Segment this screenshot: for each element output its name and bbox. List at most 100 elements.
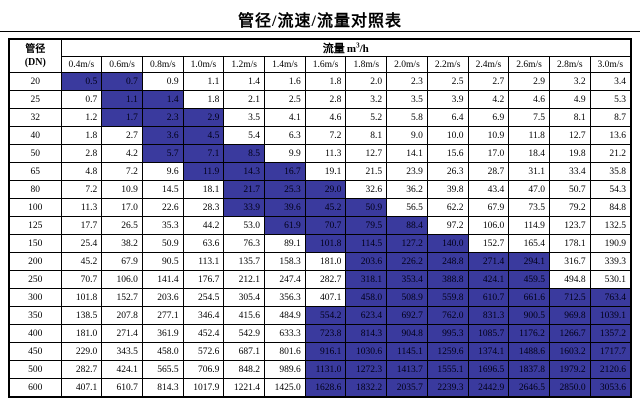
flow-value-cell: 559.8 [426, 288, 469, 307]
flow-value-cell: 8.1 [345, 126, 388, 145]
flow-value-cell: 181.0 [60, 324, 103, 343]
flow-value-cell: 1.6 [264, 72, 306, 91]
flow-value-cell: 43.4 [467, 180, 510, 199]
flow-value-cell: 1017.9 [182, 378, 225, 398]
flow-value-cell: 9.6 [141, 162, 184, 181]
flow-value-cell: 339.3 [589, 252, 632, 271]
flow-value-cell: 5.2 [345, 108, 388, 127]
flow-value-cell: 2.1 [223, 90, 266, 109]
flow-rate-table: 管径 (DN) 流量 m3/h 0.4m/s 0.6m/s 0.8m/s 1.0m/s… [8, 38, 632, 398]
flow-value-cell: 1259.6 [426, 342, 469, 361]
flow-value-cell: 152.7 [467, 234, 510, 253]
flow-value-cell: 687.1 [223, 342, 266, 361]
dn-cell: 450 [8, 342, 62, 361]
flow-value-cell: 5.8 [386, 108, 428, 127]
flow-value-cell: 1.4 [223, 72, 266, 91]
dn-cell: 250 [8, 270, 62, 289]
flow-value-cell: 106.0 [101, 270, 143, 289]
flow-value-cell: 190.9 [589, 234, 632, 253]
flow-value-cell: 39.8 [426, 180, 469, 199]
flow-value-cell: 76.3 [223, 234, 266, 253]
flow-value-cell: 248.8 [426, 252, 469, 271]
flow-value-cell: 7.2 [101, 162, 143, 181]
flow-value-cell: 623.4 [345, 306, 388, 325]
flow-value-cell: 39.6 [264, 198, 306, 217]
flow-value-cell: 282.7 [304, 270, 347, 289]
flow-value-cell: 458.0 [345, 288, 388, 307]
flow-value-cell: 4.9 [548, 90, 591, 109]
flow-value-cell: 3.9 [426, 90, 469, 109]
flow-value-cell: 176.7 [182, 270, 225, 289]
velocity-header-cell: 1.4m/s [264, 56, 306, 73]
flow-value-cell: 1145.1 [386, 342, 428, 361]
flow-value-cell: 1488.6 [508, 342, 550, 361]
table-row: 600 407.1 610.7 814.3 1017.9 1221.4 1425.0 1628… [8, 378, 632, 398]
flow-value-cell: 2850.0 [548, 378, 591, 398]
velocity-header-cell: 1.0m/s [182, 56, 225, 73]
velocity-header-cell: 0.6m/s [101, 56, 143, 73]
dn-cell: 300 [8, 288, 62, 307]
flow-value-cell: 2.7 [101, 126, 143, 145]
flow-value-cell: 2.3 [386, 72, 428, 91]
flow-value-cell: 1176.2 [508, 324, 550, 343]
flow-value-cell: 23.9 [386, 162, 428, 181]
flow-value-cell: 565.5 [141, 360, 184, 379]
flow-value-cell: 9.0 [386, 126, 428, 145]
flow-value-cell: 3.6 [141, 126, 184, 145]
flow-value-cell: 101.8 [60, 288, 103, 307]
flow-value-cell: 1.1 [101, 90, 143, 109]
flow-value-cell: 1.8 [304, 72, 347, 91]
flow-value-cell: 67.9 [467, 198, 510, 217]
table-row: 200 45.2 67.9 90.5 113.1 135.7 158.3 181.0 203.6… [8, 252, 632, 271]
flow-value-cell: 1266.7 [548, 324, 591, 343]
velocity-header-cell: 1.2m/s [223, 56, 266, 73]
flow-value-cell: 138.5 [60, 306, 103, 325]
flow-value-cell: 14.3 [223, 162, 266, 181]
flow-value-cell: 277.1 [141, 306, 184, 325]
flow-value-cell: 123.7 [548, 216, 591, 235]
flow-value-cell: 459.5 [508, 270, 550, 289]
flow-value-cell: 8.5 [223, 144, 266, 163]
flow-value-cell: 814.3 [345, 324, 388, 343]
flow-value-cell: 2.9 [508, 72, 550, 91]
flow-value-cell: 1628.6 [304, 378, 347, 398]
flow-value-cell: 10.9 [467, 126, 510, 145]
flow-value-cell: 25.4 [60, 234, 103, 253]
table-row: 40 1.8 2.7 3.6 4.5 5.4 6.3 7.2 8.1 9.0 10.0 10.9 11.… [8, 126, 632, 145]
flow-value-cell: 11.3 [60, 198, 103, 217]
flow-value-cell: 1085.7 [467, 324, 510, 343]
flow-value-cell: 97.2 [426, 216, 469, 235]
dn-label: (DN) [24, 57, 46, 68]
flow-value-cell: 203.6 [141, 288, 184, 307]
flow-value-cell: 247.4 [264, 270, 306, 289]
flow-value-cell: 45.2 [60, 252, 103, 271]
velocity-header-cell: 2.2m/s [426, 56, 469, 73]
flow-value-cell: 969.8 [548, 306, 591, 325]
flow-value-cell: 305.4 [223, 288, 266, 307]
flow-value-cell: 26.3 [426, 162, 469, 181]
flow-value-cell: 89.1 [264, 234, 306, 253]
flow-value-cell: 114.9 [508, 216, 550, 235]
flow-value-cell: 3.5 [386, 90, 428, 109]
flow-value-cell: 271.4 [101, 324, 143, 343]
flow-value-cell: 4.1 [264, 108, 306, 127]
flow-value-cell: 3.5 [223, 108, 266, 127]
flow-value-cell: 178.1 [548, 234, 591, 253]
flow-value-cell: 11.9 [182, 162, 225, 181]
flow-value-cell: 25.3 [264, 180, 306, 199]
flow-value-cell: 31.1 [508, 162, 550, 181]
flow-value-cell: 723.8 [304, 324, 347, 343]
flow-value-cell: 2.0 [345, 72, 388, 91]
flow-value-cell: 158.3 [264, 252, 306, 271]
flow-value-cell: 84.8 [589, 198, 632, 217]
flow-value-cell: 79.2 [548, 198, 591, 217]
flow-value-cell: 113.1 [182, 252, 225, 271]
dn-cell: 125 [8, 216, 62, 235]
table-row: 25 0.7 1.1 1.4 1.8 2.1 2.5 2.8 3.2 3.5 3.9 4.2 4.6 4.… [8, 90, 632, 109]
flow-value-cell: 28.3 [182, 198, 225, 217]
flow-value-cell: 762.0 [426, 306, 469, 325]
dn-cell: 100 [8, 198, 62, 217]
flow-value-cell: 36.2 [386, 180, 428, 199]
flow-value-cell: 44.2 [182, 216, 225, 235]
flow-value-cell: 1030.6 [345, 342, 388, 361]
